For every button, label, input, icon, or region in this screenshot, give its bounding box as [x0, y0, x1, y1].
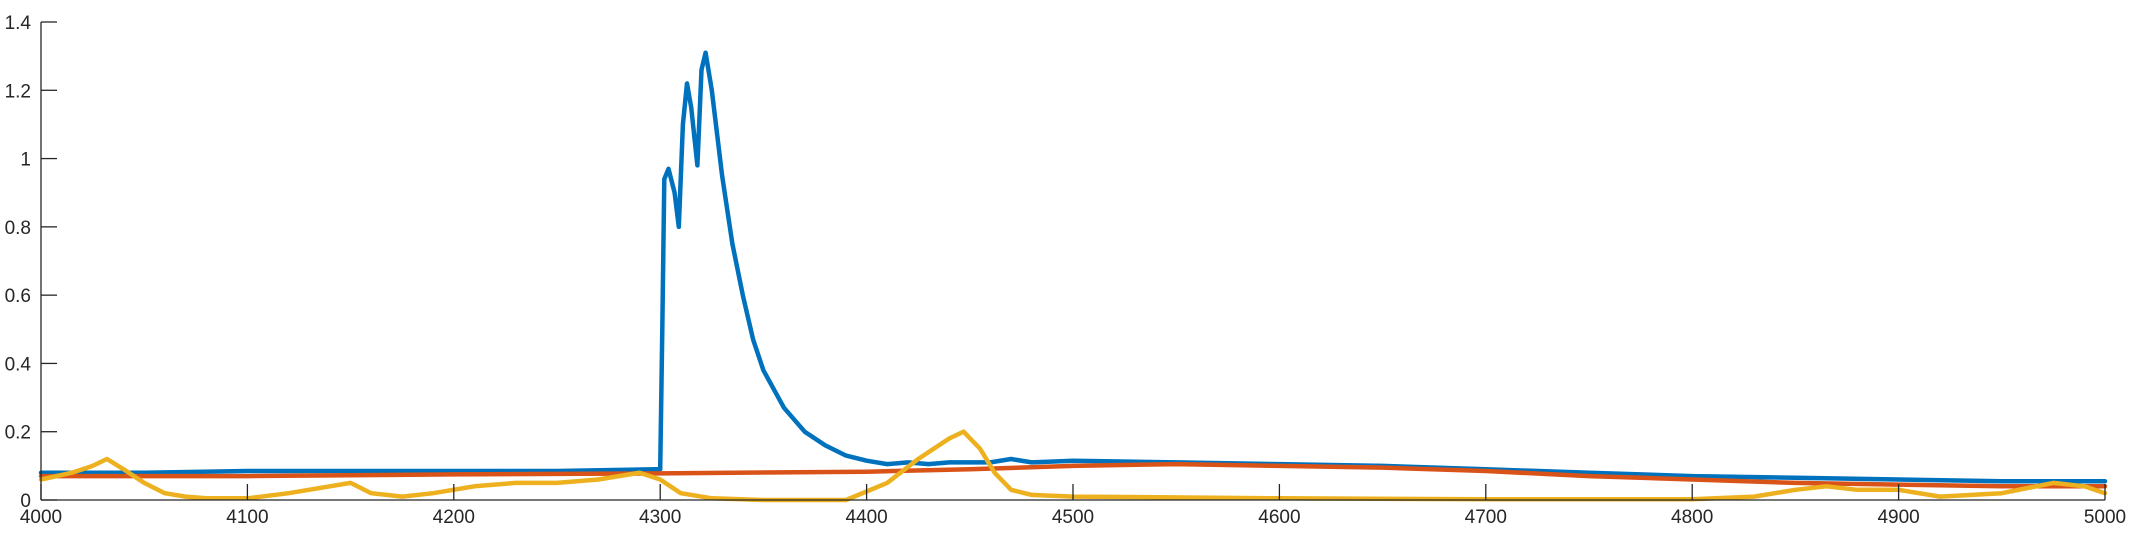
y-tick-label: 0.2: [5, 423, 31, 444]
series-layer: [38, 50, 2108, 503]
y-tick-label: 0: [20, 491, 31, 512]
y-tick-label: 1.2: [5, 81, 31, 102]
series-2-line: [38, 461, 2108, 489]
x-tick-label: 4400: [845, 507, 887, 528]
axes: [40, 22, 2105, 501]
x-tick-label: 4100: [226, 507, 268, 528]
x-tick-label: 4700: [1465, 507, 1507, 528]
y-tick-label: 0.8: [5, 218, 31, 239]
y-tick-label: 1: [20, 150, 31, 171]
x-tick-label: 4500: [1052, 507, 1094, 528]
x-tick-label: 5000: [2084, 507, 2126, 528]
x-tick-label: 4300: [639, 507, 681, 528]
x-tick-label: 4200: [433, 507, 475, 528]
y-tick-label: 0.6: [5, 286, 31, 307]
y-ticks: 0 0.2 0.4 0.6 0.8 1 1.2 1.4: [5, 13, 57, 512]
y-tick-label: 0.4: [5, 354, 32, 375]
y-tick-label: 1.4: [5, 13, 32, 34]
x-tick-label: 4600: [1258, 507, 1300, 528]
series-1-line: [38, 50, 2108, 484]
x-tick-label: 4000: [20, 507, 62, 528]
x-tick-label: 4900: [1877, 507, 1919, 528]
x-tick-label: 4800: [1671, 507, 1713, 528]
x-ticks: 4000 4100 4200 4300 4400 4500 4600 4700 4800 4900…: [20, 484, 2126, 528]
series-3-line: [38, 429, 2108, 503]
